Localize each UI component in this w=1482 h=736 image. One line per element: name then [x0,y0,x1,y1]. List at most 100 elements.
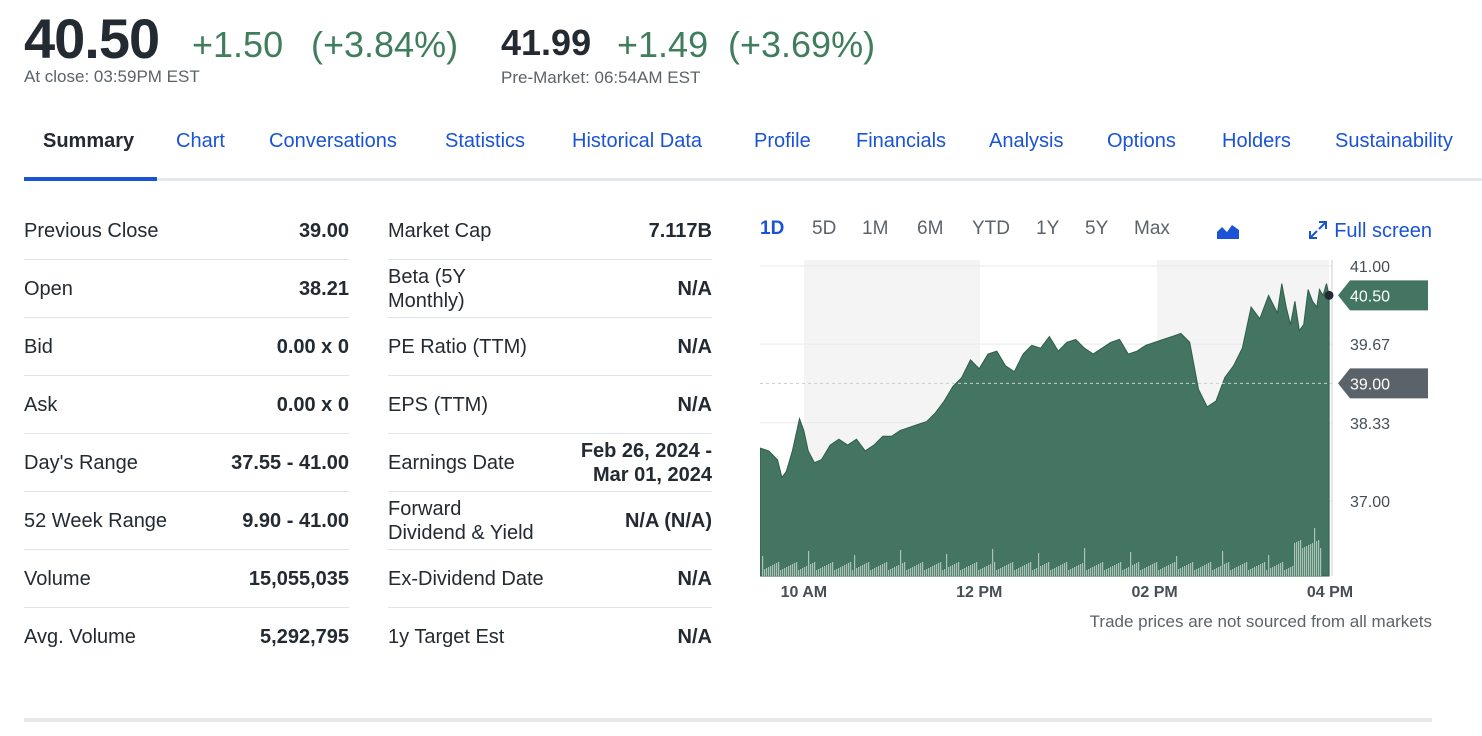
volume-bar [834,570,836,576]
volume-bar [1064,563,1066,576]
tab-options[interactable]: Options [1107,130,1176,152]
previous-close-tag: 39.00 [1338,368,1428,399]
tab-sustainability[interactable]: Sustainability [1335,130,1453,152]
stat-row: Market Cap 7.117B [388,202,712,260]
volume-bar [988,565,990,576]
volume-bar [950,566,952,576]
volume-bar [992,549,994,576]
volume-bar [1018,568,1020,576]
volume-bar [902,563,904,576]
volume-bar [1034,569,1036,576]
volume-bar [818,569,820,576]
volume-bar [960,570,962,576]
volume-bar [1230,570,1232,576]
volume-bar [764,569,766,576]
volume-bar [934,565,936,576]
volume-bar [1204,565,1206,576]
premarket-change-percent: (+3.69%) [728,24,876,65]
volume-bar [1310,544,1312,576]
range-1d[interactable]: 1D [760,218,785,239]
range-6m[interactable]: 6M [917,218,944,239]
stat-label: PE Ratio (TTM) [388,335,527,358]
volume-bar [1242,564,1244,576]
stat-row: Previous Close 39.00 [24,202,349,260]
tab-historical-data[interactable]: Historical Data [572,130,703,152]
volume-bar [1218,567,1220,576]
volume-bar [1240,565,1242,576]
tab-profile[interactable]: Profile [754,130,811,152]
volume-bar [1182,567,1184,576]
volume-bar [792,564,794,576]
stat-label: EPS (TTM) [388,393,488,416]
volume-bar [996,570,998,576]
stat-label: Previous Close [24,219,159,242]
volume-bar [1118,563,1120,576]
volume-bar [954,564,956,576]
volume-bar [976,562,978,576]
volume-bar [848,563,850,576]
volume-bar [1174,562,1176,576]
volume-bar [1146,567,1148,576]
volume-bar [776,563,778,576]
range-1y[interactable]: 1Y [1036,218,1060,239]
tab-holders[interactable]: Holders [1222,130,1291,152]
tab-summary[interactable]: Summary [43,130,135,152]
price-chart[interactable]: 41.00 39.67 38.33 37.00 10 AM 12 PM 02 PM 04 P… [759,250,1440,610]
volume-bar [778,562,780,576]
volume-bar [936,564,938,576]
stat-value: 5,292,795 [260,625,349,648]
stat-row: Day's Range 37.55 - 41.00 [24,434,349,492]
range-5y[interactable]: 5Y [1085,218,1109,239]
volume-bar [1196,569,1198,576]
tab-statistics[interactable]: Statistics [445,130,526,152]
volume-bar [1316,541,1318,576]
volume-bar [1212,570,1214,576]
volume-bar [1008,564,1010,576]
stat-value: 39.00 [298,219,349,242]
range-ytd[interactable]: YTD [972,218,1010,239]
volume-bar [1214,569,1216,576]
volume-bar [1282,562,1284,576]
volume-bar [866,563,868,576]
volume-bar [920,563,922,576]
volume-bar [1260,564,1262,576]
volume-bar [868,562,870,576]
tab-conversations[interactable]: Conversations [269,130,397,152]
volume-bar [966,567,968,576]
full-screen-label: Full screen [1334,220,1432,242]
active-tab-indicator [24,177,157,181]
tab-analysis[interactable]: Analysis [989,130,1064,152]
volume-bar [1134,564,1136,576]
volume-bar [826,565,828,576]
volume-bar [1006,565,1008,576]
y-tick-label: 41.00 [1350,259,1390,276]
tab-financials[interactable]: Financials [856,130,947,152]
volume-bar [1094,566,1096,576]
volume-bar [980,569,982,576]
chart-range-selector: 1D 5D 1M 6M YTD 1Y 5Y Max Full screen [760,218,1440,248]
range-max[interactable]: Max [1134,218,1170,239]
range-1m[interactable]: 1M [862,218,889,239]
volume-bar [914,566,916,576]
volume-bar [856,568,858,576]
stat-value: N/A (N/A) [624,509,712,532]
volume-bar [1314,528,1316,576]
volume-bar [1124,569,1126,576]
volume-bar [1076,566,1078,576]
volume-bar [1320,548,1322,576]
volume-bar [1036,568,1038,576]
volume-bar [904,562,906,576]
volume-bar [1090,568,1092,576]
volume-bar [786,567,788,576]
area-chart-icon[interactable] [1216,222,1240,240]
volume-bar [1162,568,1164,576]
range-5d[interactable]: 5D [812,218,837,239]
full-screen-button[interactable]: Full screen [1308,220,1432,243]
tab-chart[interactable]: Chart [176,130,225,152]
volume-bar [1288,568,1290,576]
stat-label: Earnings Date [388,451,515,474]
volume-bar [796,562,798,576]
volume-bar [928,568,930,576]
volume-bar [772,565,774,576]
volume-bar [1206,564,1208,576]
